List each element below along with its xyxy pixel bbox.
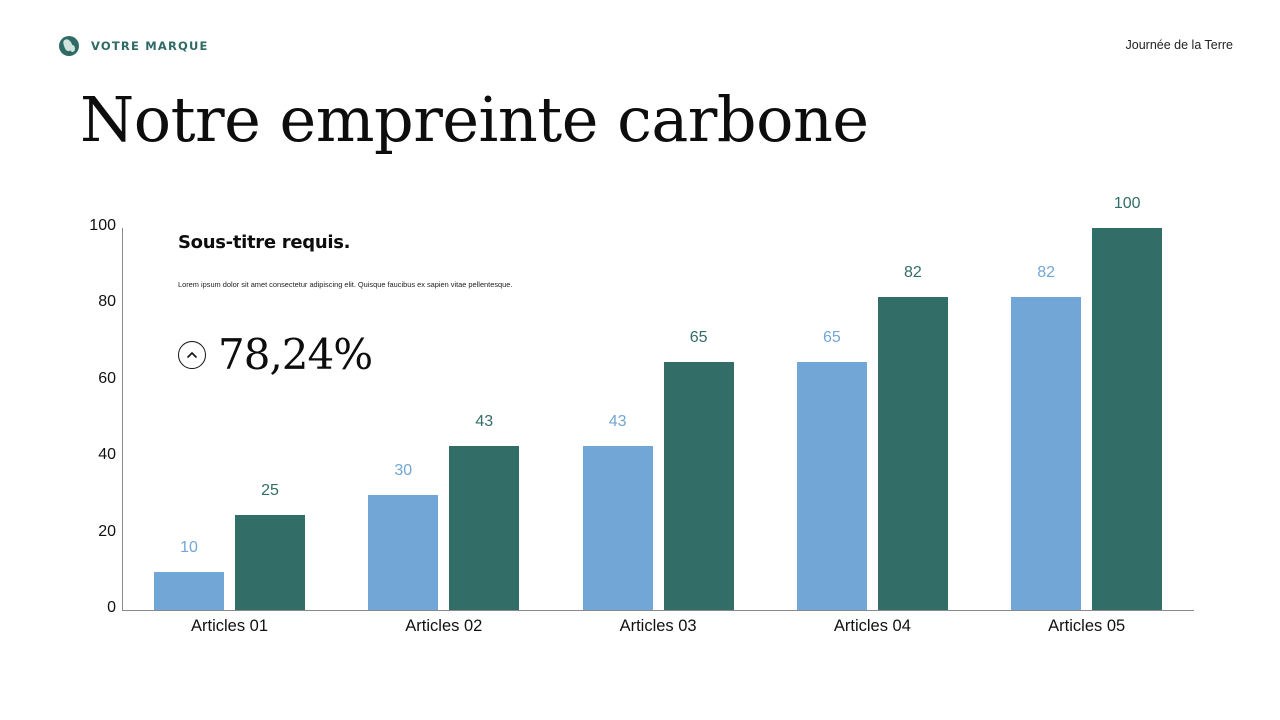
y-tick-label: 100 [89,217,116,234]
x-category-label: Articles 04 [833,617,911,635]
bar-value-label: 25 [261,481,279,499]
bar-value-label: 30 [394,462,413,480]
bar-value-label: 65 [689,328,708,346]
y-tick-label: 80 [98,293,116,311]
page-title: Notre empreinte carbone [80,83,869,156]
brand-name: VOTRE MARQUE [91,39,209,53]
bar-series2 [1092,228,1163,610]
chart-annotation: Sous-titre requis. Lorem ipsum dolor sit… [178,232,512,289]
y-tick-label: 0 [107,599,116,616]
bar-series1 [796,361,867,610]
bar-value-label: 100 [1113,195,1141,212]
bar-value-label: 43 [608,412,627,430]
bar-series2 [449,445,520,610]
y-tick-label: 40 [98,446,116,464]
x-category-label: Articles 01 [190,617,269,635]
y-tick-label: 20 [98,522,116,540]
bar-series1 [582,445,653,610]
brand: VOTRE MARQUE [59,36,209,56]
bar-value-label: 10 [180,538,198,556]
bar-value-label: 65 [822,328,841,346]
bar-series2 [663,361,734,610]
bar-series2 [877,296,948,610]
bar-series1 [154,571,224,610]
bar-value-label: 43 [475,412,494,430]
stat-value: 78,24% [218,330,373,379]
subtitle: Sous-titre requis. [178,232,351,253]
x-category-label: Articles 03 [619,617,697,635]
x-category-label: Articles 02 [405,617,483,635]
bar-series1 [1011,296,1082,610]
chevron-up-circle-icon [178,340,206,369]
bar-value-label: 82 [1037,263,1056,281]
description: Lorem ipsum dolor sit amet consectetur a… [178,280,513,289]
bar-series1 [368,495,439,610]
earth-globe-icon [59,36,79,56]
stat-highlight: 78,24% [178,330,373,379]
bar-series2 [235,514,305,610]
y-axis [122,228,123,611]
bar-value-label: 82 [903,263,922,281]
y-tick-label: 60 [98,369,116,387]
x-category-label: Articles 05 [1048,617,1126,635]
x-axis [122,610,1194,611]
event-label: Journée de la Terre [1125,38,1233,52]
